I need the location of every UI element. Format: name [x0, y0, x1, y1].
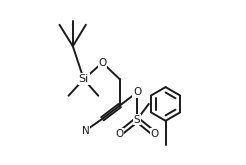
Text: S: S — [134, 115, 140, 125]
Text: Si: Si — [79, 74, 89, 84]
Text: O: O — [98, 58, 107, 68]
Text: O: O — [116, 129, 124, 139]
Text: N: N — [81, 126, 89, 136]
Text: O: O — [133, 87, 141, 97]
Text: O: O — [150, 129, 158, 139]
